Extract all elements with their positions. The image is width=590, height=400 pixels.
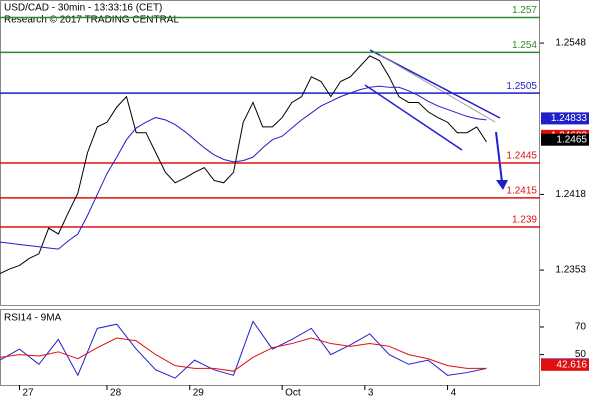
rsi-title: RSI14 - 9MA: [4, 313, 62, 324]
level-label: 1.2505: [506, 81, 537, 92]
x-tick-label: 3: [368, 388, 374, 399]
channel-mid: [379, 54, 496, 123]
chart-title: USD/CAD - 30min - 13:33:16 (CET): [4, 3, 162, 14]
y-tick-label: 50: [575, 349, 587, 360]
price-panel: [0, 0, 540, 306]
chart-subtitle: Research © 2017 TRADING CENTRAL: [4, 15, 179, 26]
x-tick-label: 28: [110, 388, 122, 399]
series-line: [0, 55, 487, 275]
level-label: 1.257: [512, 5, 537, 16]
y-tick-label: 70: [575, 322, 587, 333]
price-tag: [541, 112, 589, 125]
level-label: 1.2445: [506, 151, 537, 162]
y-tick-label: 1.2418: [555, 189, 586, 200]
price-tag-label: 42.616: [556, 359, 587, 370]
arrow-head: [496, 180, 508, 190]
y-tick-label: 1.2548: [555, 38, 586, 49]
price-tag-label: 1.2465: [556, 134, 587, 145]
series-line: [0, 85, 487, 250]
level-label: 1.2415: [506, 186, 537, 197]
y-tick-label: 1.2353: [555, 265, 586, 276]
channel-lower: [364, 84, 463, 151]
x-tick-label: 4: [451, 388, 457, 399]
x-tick-label: 29: [193, 388, 205, 399]
level-label: 1.239: [512, 215, 537, 226]
x-tick-label: Oct: [285, 388, 301, 399]
series-line: [0, 320, 487, 379]
series-line: [0, 337, 487, 372]
forecast-arrow: [495, 131, 503, 183]
channel: [364, 49, 508, 190]
x-tick-label: 27: [22, 388, 34, 399]
level-label: 1.254: [512, 40, 537, 51]
price-tag-label: 1.24833: [551, 113, 588, 124]
rsi-panel: [0, 309, 540, 386]
price-tag: [541, 358, 589, 371]
price-tag: [541, 133, 589, 146]
